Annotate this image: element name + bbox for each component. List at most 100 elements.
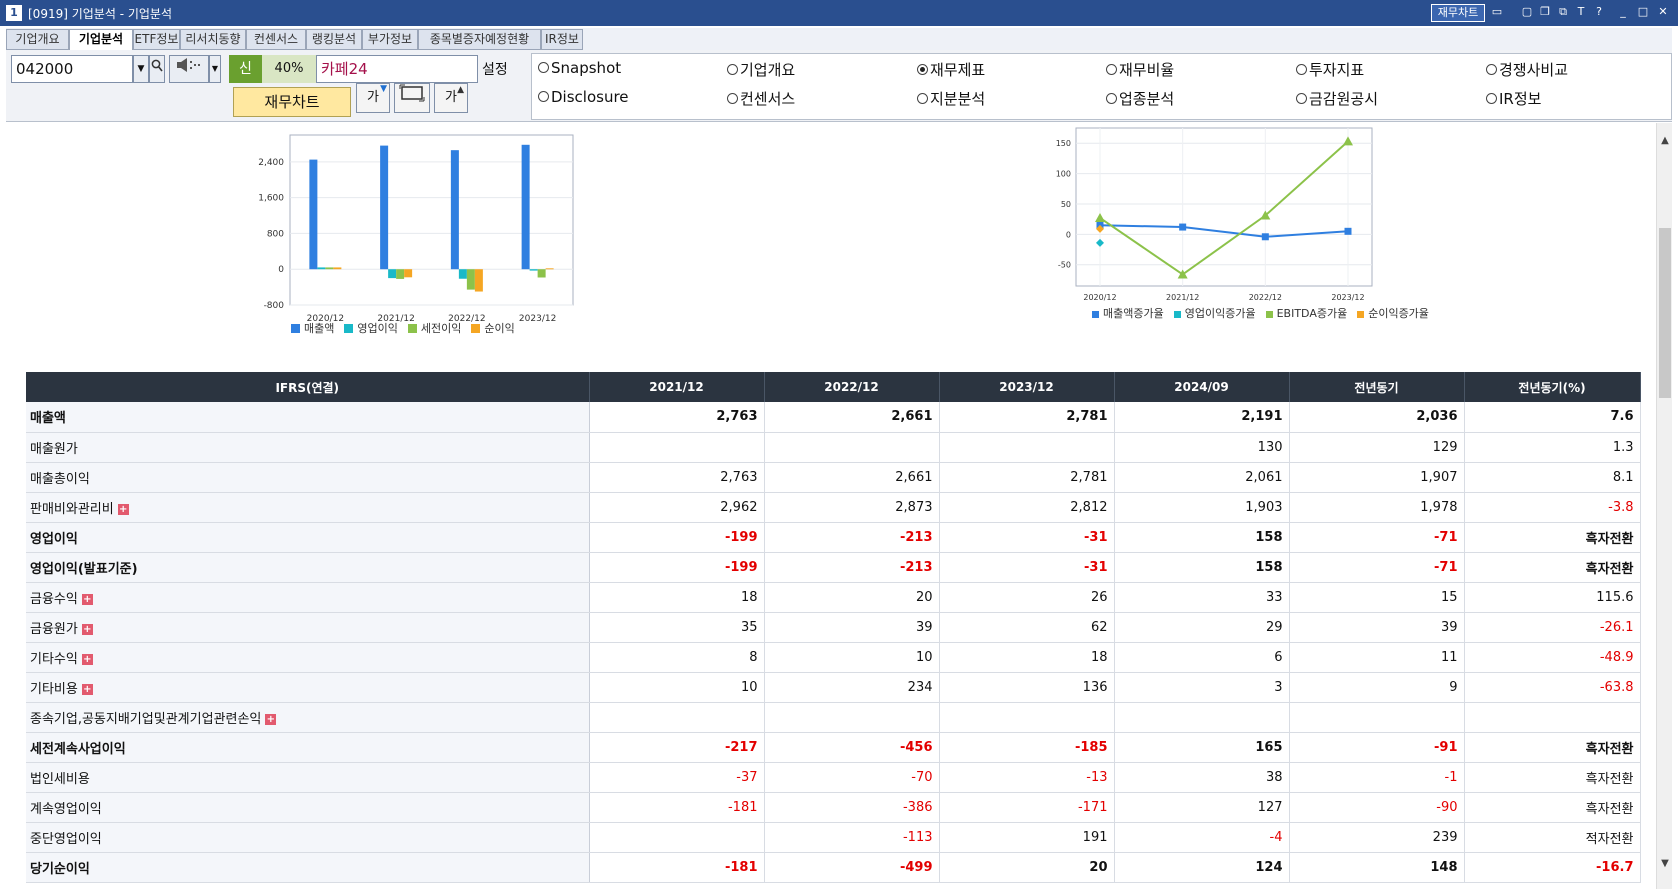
link-icon[interactable]: ⧉ [1559,5,1567,18]
plot-area [289,134,574,306]
radio-label: 재무제표 [930,61,986,79]
expand-plus-icon[interactable]: + [117,503,129,515]
vertical-scrollbar[interactable]: ▲ ▼ [1656,123,1672,889]
tab-0[interactable]: 기업개요 [6,29,69,50]
layout-icon[interactable]: ▢ [1521,5,1533,18]
radio-unchecked-icon[interactable] [538,91,549,102]
radio-option-0[interactable]: Snapshot [538,59,621,77]
radio-unchecked-icon[interactable] [727,93,738,104]
value-cell: -499 [764,852,940,883]
value-cell: 3 [1114,672,1290,703]
radio-option-4[interactable]: 투자지표 [1296,59,1364,80]
scroll-thumb[interactable] [1659,228,1671,398]
radio-unchecked-icon[interactable] [1486,93,1497,104]
radio-unchecked-icon[interactable] [727,64,738,75]
font-size-button[interactable]: 가 ▼ [356,83,390,113]
expand-plus-icon[interactable]: + [81,683,93,695]
financial-chart-button[interactable]: 재무차트 [233,87,351,117]
column-header[interactable]: 2022/12 [764,372,940,402]
value-cell: -1 [1289,762,1465,793]
search-icon[interactable] [149,55,165,83]
minimize-icon[interactable]: _ [1620,5,1626,18]
y-tick-label: 100 [1056,170,1071,179]
radio-option-3[interactable]: 재무비율 [1106,59,1174,80]
value-cell: 1,978 [1289,492,1465,523]
font-larger-button[interactable]: 가 ▲ [434,83,468,113]
row-label: 기타비용 [30,681,78,697]
radio-option-5[interactable]: 경쟁사비교 [1486,59,1568,80]
radio-option-8[interactable]: 지분분석 [917,88,985,109]
column-header[interactable]: 2021/12 [589,372,765,402]
fit-window-icon[interactable] [394,83,430,113]
radio-unchecked-icon[interactable] [538,62,549,73]
radio-unchecked-icon[interactable] [1296,93,1307,104]
value-cell [1464,702,1641,733]
row-label: 매출총이익 [30,471,90,487]
radio-unchecked-icon[interactable] [917,93,928,104]
y-tick-label: 0 [278,265,284,275]
value-cell: -199 [589,552,765,583]
value-cell: 6 [1114,642,1290,673]
window-icon[interactable]: ▭ [1491,5,1503,18]
bar [450,150,459,270]
tab-8[interactable]: IR정보 [541,29,583,50]
column-header[interactable]: 2023/12 [939,372,1115,402]
tab-1[interactable]: 기업분석 [69,29,133,50]
radio-checked-icon[interactable] [917,64,928,75]
legend-label: EBITDA증가율 [1276,307,1348,320]
new-listing-badge: 신 [229,55,262,83]
row-label: 금융원가 [30,621,78,637]
column-header[interactable]: 전년동기 [1289,372,1465,402]
tab-4[interactable]: 컨센서스 [246,29,306,50]
radio-option-1[interactable]: 기업개요 [727,59,795,80]
radio-unchecked-icon[interactable] [1106,93,1117,104]
help-icon[interactable]: ? [1596,5,1602,18]
legend-label: 순이익 [484,322,515,335]
radio-option-2[interactable]: 재무제표 [917,59,985,80]
tab-2[interactable]: ETF정보 [133,29,180,50]
financial-chart-title-button[interactable]: 재무차트 [1431,4,1485,22]
value-cell: 115.6 [1464,582,1641,613]
tab-7[interactable]: 종목별증자예정현황 [418,29,541,50]
scroll-down-icon[interactable]: ▼ [1661,858,1669,869]
column-header[interactable]: 전년동기(%) [1464,372,1641,402]
value-cell [764,702,940,733]
font-icon[interactable]: T [1577,5,1585,18]
value-cell: 239 [1289,822,1465,853]
radio-option-9[interactable]: 업종분석 [1106,88,1174,109]
radio-option-10[interactable]: 금감원공시 [1296,88,1378,109]
expand-plus-icon[interactable]: + [81,623,93,635]
radio-option-11[interactable]: IR정보 [1486,88,1541,109]
row-label: 영업이익(발표기준) [30,561,138,577]
bar [333,267,342,270]
tile-icon[interactable]: ❐ [1540,5,1550,18]
radio-option-6[interactable]: Disclosure [538,88,629,106]
row-label-cell: 영업이익 [26,522,590,553]
expand-plus-icon[interactable]: + [81,593,93,605]
value-cell: 10 [589,672,765,703]
code-dropdown-button[interactable]: ▼ [133,55,149,83]
column-header[interactable]: 2024/09 [1114,372,1290,402]
radio-option-7[interactable]: 컨센서스 [727,88,795,109]
value-cell: 234 [764,672,940,703]
setting-button[interactable]: 설정 [482,62,508,78]
row-label: 종속기업,공동지배기업및관계기업관련손익 [30,711,262,727]
stock-code-input[interactable]: 042000 [11,55,133,83]
company-name-field[interactable]: 카페24 [316,55,478,83]
maximize-icon[interactable]: □ [1637,5,1649,18]
expand-plus-icon[interactable]: + [81,653,93,665]
speaker-dropdown-button[interactable]: ▼ [209,55,221,83]
dropdown-arrow-icon: ▼ [380,84,387,94]
radio-unchecked-icon[interactable] [1486,64,1497,75]
radio-unchecked-icon[interactable] [1106,64,1117,75]
close-icon[interactable]: ✕ [1658,5,1668,18]
scroll-up-icon[interactable]: ▲ [1661,135,1669,146]
radio-unchecked-icon[interactable] [1296,64,1307,75]
window-number: 1 [6,5,22,21]
value-cell: -63.8 [1464,672,1641,703]
expand-plus-icon[interactable]: + [265,713,277,725]
tab-6[interactable]: 부가정보 [362,29,418,50]
tab-5[interactable]: 랭킹분석 [306,29,362,50]
speaker-icon[interactable] [169,55,209,83]
tab-3[interactable]: 리서치동향 [180,29,246,50]
